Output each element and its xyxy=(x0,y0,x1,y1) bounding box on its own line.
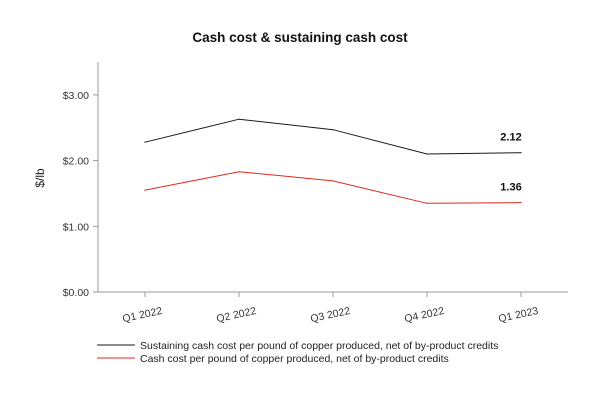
series-line-1 xyxy=(144,118,522,155)
x-tick-label: Q3 2022 xyxy=(309,305,351,325)
data-point xyxy=(144,141,146,143)
x-tick-label: Q1 2023 xyxy=(497,305,539,325)
data-point xyxy=(332,129,334,131)
data-point xyxy=(520,202,522,204)
legend-label: Cash cost per pound of copper produced, … xyxy=(140,353,449,365)
x-tick-label: Q1 2022 xyxy=(121,305,163,325)
series-group xyxy=(144,118,522,204)
y-tick-label: $3.00 xyxy=(63,90,89,102)
data-point xyxy=(426,153,428,155)
y-tick-label: $2.00 xyxy=(63,156,89,168)
end-data-label: 1.36 xyxy=(500,182,521,194)
data-labels: 2.12 1.36 xyxy=(500,132,521,194)
x-tick-label: Q4 2022 xyxy=(403,305,445,325)
data-point xyxy=(332,180,334,182)
y-axis-label: $/lb xyxy=(33,168,47,188)
x-axis-ticks: Q1 2022 Q2 2022 Q3 2022 Q4 2022 Q1 2023 xyxy=(121,292,539,325)
legend: Sustaining cash cost per pound of copper… xyxy=(97,340,498,365)
y-axis-ticks: $0.00 $1.00 $2.00 $3.00 xyxy=(63,90,98,299)
series-line-2 xyxy=(144,171,522,204)
data-point xyxy=(426,202,428,204)
legend-label: Sustaining cash cost per pound of copper… xyxy=(140,340,498,352)
chart-title: Cash cost & sustaining cash cost xyxy=(192,30,408,45)
y-tick-label: $1.00 xyxy=(63,221,89,233)
y-tick-label: $0.00 xyxy=(63,287,89,299)
end-data-label: 2.12 xyxy=(500,132,521,144)
x-tick-label: Q2 2022 xyxy=(215,305,257,325)
data-point xyxy=(520,152,522,154)
data-point xyxy=(144,189,146,191)
data-point xyxy=(238,118,240,120)
data-point xyxy=(238,171,240,173)
